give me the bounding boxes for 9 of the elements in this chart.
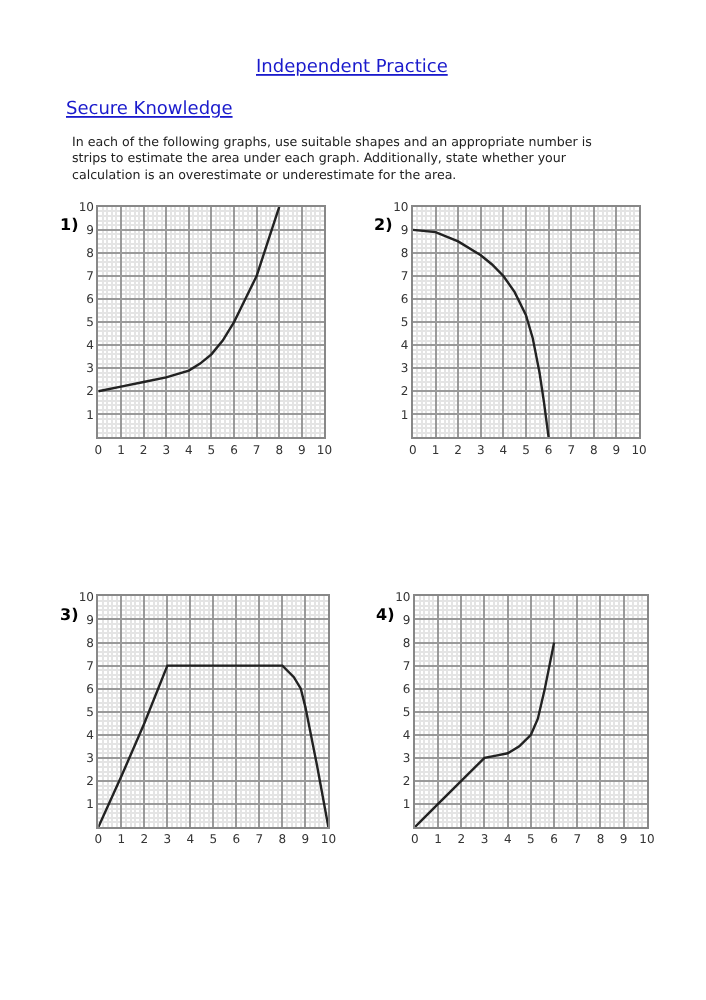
line-series xyxy=(414,641,556,828)
line-series xyxy=(412,228,550,438)
text: 4) xyxy=(376,606,395,624)
text: 3) xyxy=(60,606,79,624)
text: Secure Knowledge xyxy=(66,100,234,120)
text: Independent Practice xyxy=(256,58,449,78)
text: 1) xyxy=(60,216,79,234)
line-series xyxy=(98,206,281,393)
text: 2) xyxy=(374,216,393,234)
